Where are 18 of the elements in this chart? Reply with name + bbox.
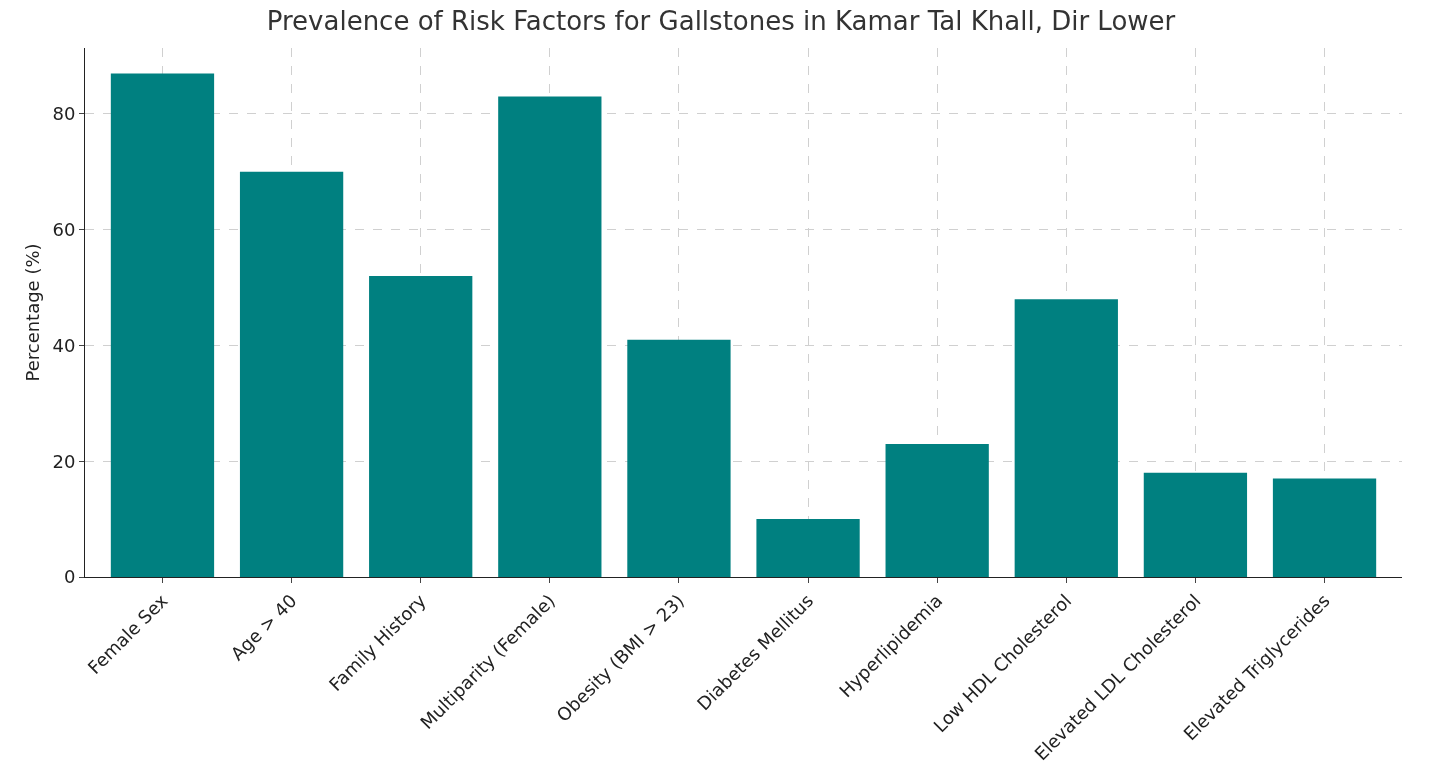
bar <box>498 96 602 577</box>
bar <box>627 339 731 577</box>
bar <box>1014 299 1118 577</box>
y-tick-label: 0 <box>63 566 76 588</box>
chart-title: Prevalence of Risk Factors for Gallstones in Kamar Tal Khall, Dir Lower <box>266 5 1176 36</box>
bar <box>1272 478 1377 577</box>
y-tick-label: 20 <box>52 450 76 472</box>
bar <box>756 519 860 577</box>
x-tick-label: Age > 40 <box>226 589 301 665</box>
bar <box>885 443 989 577</box>
bar <box>110 73 215 577</box>
bar <box>239 171 344 577</box>
bar <box>1143 472 1248 577</box>
bar <box>369 276 473 577</box>
y-tick-label: 60 <box>52 219 76 241</box>
y-axis-title: Percentage (%) <box>22 243 43 382</box>
y-tick-label: 40 <box>52 334 76 356</box>
y-tick-label: 80 <box>52 103 76 125</box>
